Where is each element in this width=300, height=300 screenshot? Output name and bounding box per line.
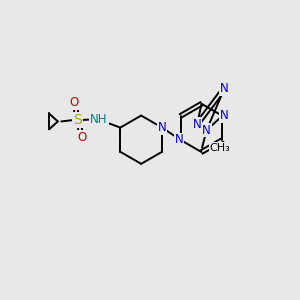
Text: N: N	[202, 124, 211, 136]
Text: N: N	[158, 121, 167, 134]
Text: N: N	[220, 109, 228, 122]
Text: O: O	[78, 130, 87, 143]
Text: S: S	[74, 113, 82, 127]
Text: O: O	[70, 96, 79, 110]
Text: CH₃: CH₃	[209, 143, 230, 153]
Text: N: N	[175, 134, 184, 146]
Text: N: N	[193, 118, 202, 131]
Text: NH: NH	[90, 113, 108, 126]
Text: N: N	[220, 82, 229, 94]
